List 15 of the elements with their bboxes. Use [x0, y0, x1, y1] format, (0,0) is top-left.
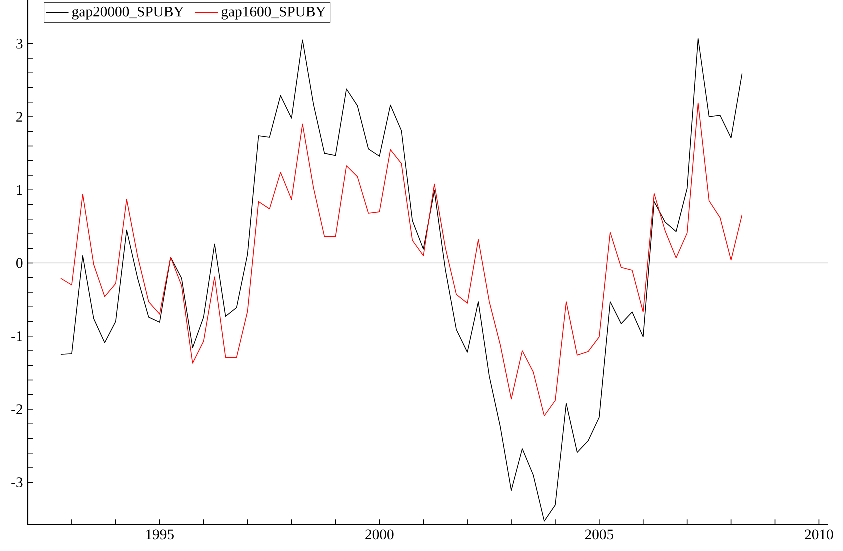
x-tick-label: 2000: [366, 530, 394, 540]
y-tick-label: -3: [12, 478, 23, 488]
line-series: [60, 38, 743, 522]
x-tick-label: 2010: [805, 530, 834, 540]
y-tick-label: 0: [16, 258, 23, 268]
y-tick-label: 3: [16, 38, 23, 49]
y-tick-label: 1: [17, 185, 22, 195]
y-tick-label: -1: [12, 332, 22, 342]
legend-label: gap1600_SPUBY: [222, 6, 326, 20]
x-tick-label: 1995: [146, 530, 174, 540]
line-series: [60, 102, 743, 416]
y-tick-label: 2: [16, 112, 22, 122]
legend-label: gap20000_SPUBY: [72, 6, 184, 20]
y-tick-label: -2: [12, 404, 22, 414]
x-tick-label: 2005: [585, 530, 614, 540]
